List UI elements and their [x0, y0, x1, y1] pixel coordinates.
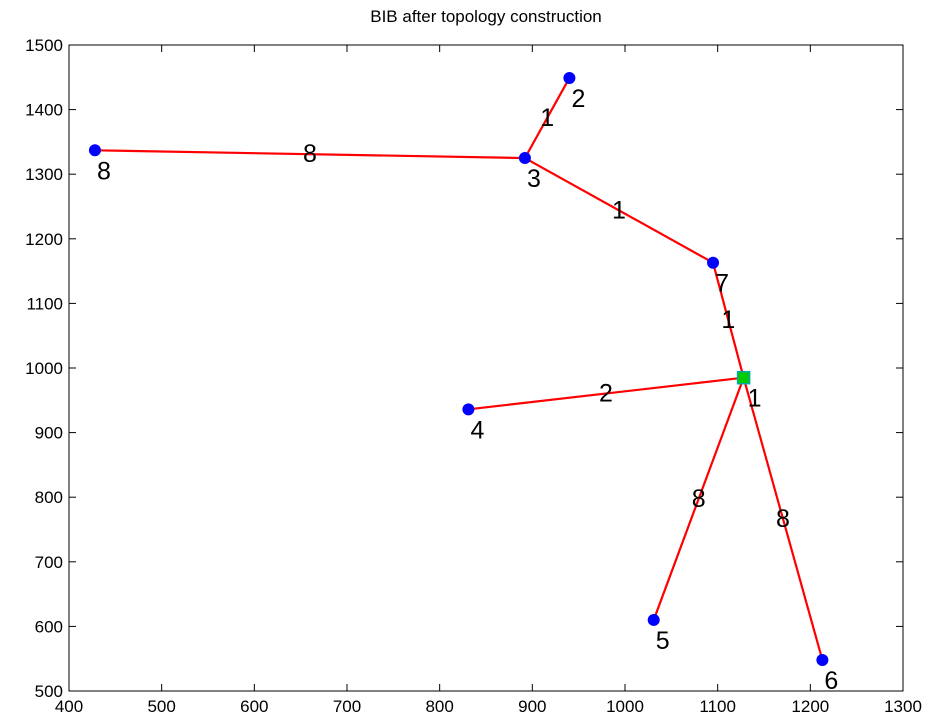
x-tick-label: 600: [240, 697, 268, 716]
edge-weight-label: 1: [540, 104, 554, 132]
y-tick-label: 800: [35, 488, 63, 507]
edge-weight-label: 8: [776, 505, 790, 533]
node-marker: [518, 152, 531, 165]
node-label: 3: [527, 165, 541, 193]
edge-line: [468, 376, 744, 411]
edge-line: [524, 157, 714, 264]
y-tick-label: 1000: [25, 359, 63, 378]
x-tick-label: 400: [55, 697, 83, 716]
edge-weights-layer: 1 8 1 1 2 8 8: [303, 104, 790, 533]
edge-line: [742, 377, 824, 661]
node-labels-layer: 2 8 3 7 4 5 6 1: [97, 85, 838, 695]
node-marker: [462, 403, 475, 416]
edge-weight-label: 1: [612, 196, 626, 224]
y-axis: 500 600 700 800 900 1000 1100 1200 1300 1400 1500: [25, 36, 903, 701]
y-tick-label: 1200: [25, 230, 63, 249]
edge-line: [523, 77, 571, 159]
node-label: 4: [470, 416, 484, 444]
x-tick-label: 1300: [884, 697, 922, 716]
x-tick-label: 1000: [606, 697, 644, 716]
x-tick-label: 500: [147, 697, 175, 716]
x-tick-label: 800: [425, 697, 453, 716]
y-tick-label: 1100: [26, 294, 63, 313]
edge-weight-label: 8: [692, 485, 706, 513]
y-tick-label: 1300: [25, 165, 63, 184]
y-tick-label: 500: [35, 682, 63, 701]
y-tick-label: 1400: [25, 101, 63, 120]
x-tick-label: 1200: [791, 697, 829, 716]
x-tick-label: 1100: [699, 697, 736, 716]
y-tick-label: 1500: [25, 36, 63, 55]
chart-title: BIB after topology construction: [370, 7, 602, 26]
node-label: 2: [571, 85, 585, 113]
y-tick-label: 700: [35, 553, 63, 572]
node-label: 6: [824, 667, 838, 695]
node-marker: [647, 613, 660, 626]
x-tick-label: 900: [518, 697, 546, 716]
edge-weight-label: 8: [303, 140, 317, 168]
root-node-label: 1: [748, 385, 762, 413]
edge-line: [94, 149, 525, 160]
x-axis: 400 500 600 700 800 900 1000 1100 1200 1300: [55, 45, 922, 716]
edge-weight-label: 1: [721, 306, 735, 334]
node-label: 8: [97, 157, 111, 185]
edge-line: [652, 377, 745, 621]
edge-weight-label: 2: [599, 380, 613, 408]
edge-line: [711, 262, 745, 378]
node-marker: [88, 144, 101, 157]
x-tick-label: 700: [333, 697, 361, 716]
node-marker: [816, 653, 829, 666]
edges-layer: [94, 77, 824, 661]
y-tick-label: 600: [35, 617, 63, 636]
nodes-layer: [88, 71, 829, 666]
axes-frame: [68, 44, 904, 692]
node-label: 7: [715, 270, 729, 298]
node-marker: [707, 256, 720, 269]
node-label: 5: [656, 627, 670, 655]
y-tick-label: 900: [35, 424, 63, 443]
node-marker: [563, 71, 576, 84]
root-node-marker: [736, 370, 751, 385]
